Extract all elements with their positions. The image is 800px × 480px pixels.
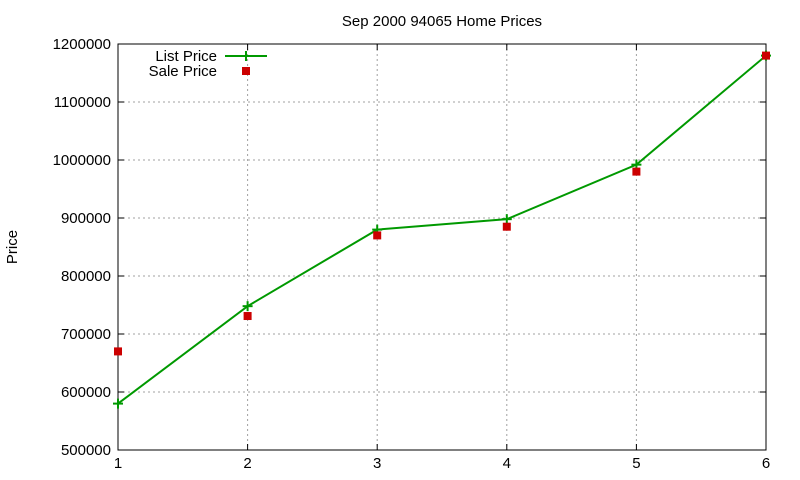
y-tick-label: 1100000 xyxy=(54,94,111,111)
chart-title: Sep 2000 94065 Home Prices xyxy=(342,13,542,30)
y-tick-label: 600000 xyxy=(61,384,111,401)
axis-ticks: 500000 600000 700000 800000 900000 1000000 110… xyxy=(53,36,771,472)
data-point-sale-price xyxy=(243,312,252,321)
x-tick-label: 4 xyxy=(503,455,511,472)
x-tick-label: 3 xyxy=(373,455,381,472)
y-tick-label: 700000 xyxy=(61,326,111,343)
y-axis-label: Price xyxy=(4,230,21,264)
legend-marker-sale-price xyxy=(242,67,250,75)
x-tick-label: 1 xyxy=(114,455,122,472)
y-tick-label: 500000 xyxy=(61,442,111,459)
data-point-sale-price xyxy=(373,231,382,240)
x-tick-label: 2 xyxy=(243,455,251,472)
data-point-list-price xyxy=(501,214,512,225)
y-tick-label: 900000 xyxy=(61,210,111,227)
y-tick-label: 1200000 xyxy=(53,36,111,53)
series-list-price xyxy=(113,50,771,409)
x-tick-label: 6 xyxy=(762,455,770,472)
data-point-list-price xyxy=(113,398,123,409)
legend-label-sale-price: Sale Price xyxy=(149,63,217,80)
plot-frame xyxy=(117,43,767,451)
legend: List Price Sale Price xyxy=(149,48,267,80)
data-point-sale-price xyxy=(632,167,641,176)
legend-marker-list-price xyxy=(241,51,251,61)
y-tick-label: 800000 xyxy=(61,268,111,285)
data-point-list-price xyxy=(242,301,253,312)
data-point-sale-price xyxy=(114,347,122,356)
x-tick-label: 5 xyxy=(632,455,640,472)
series xyxy=(113,50,771,409)
data-point-sale-price xyxy=(502,222,511,231)
series-line-list-price xyxy=(117,54,767,405)
grid xyxy=(118,44,766,450)
data-point-sale-price xyxy=(762,51,770,60)
series-sale-price xyxy=(114,51,770,356)
y-tick-label: 1000000 xyxy=(53,152,111,169)
legend-label-list-price: List Price xyxy=(155,48,217,65)
